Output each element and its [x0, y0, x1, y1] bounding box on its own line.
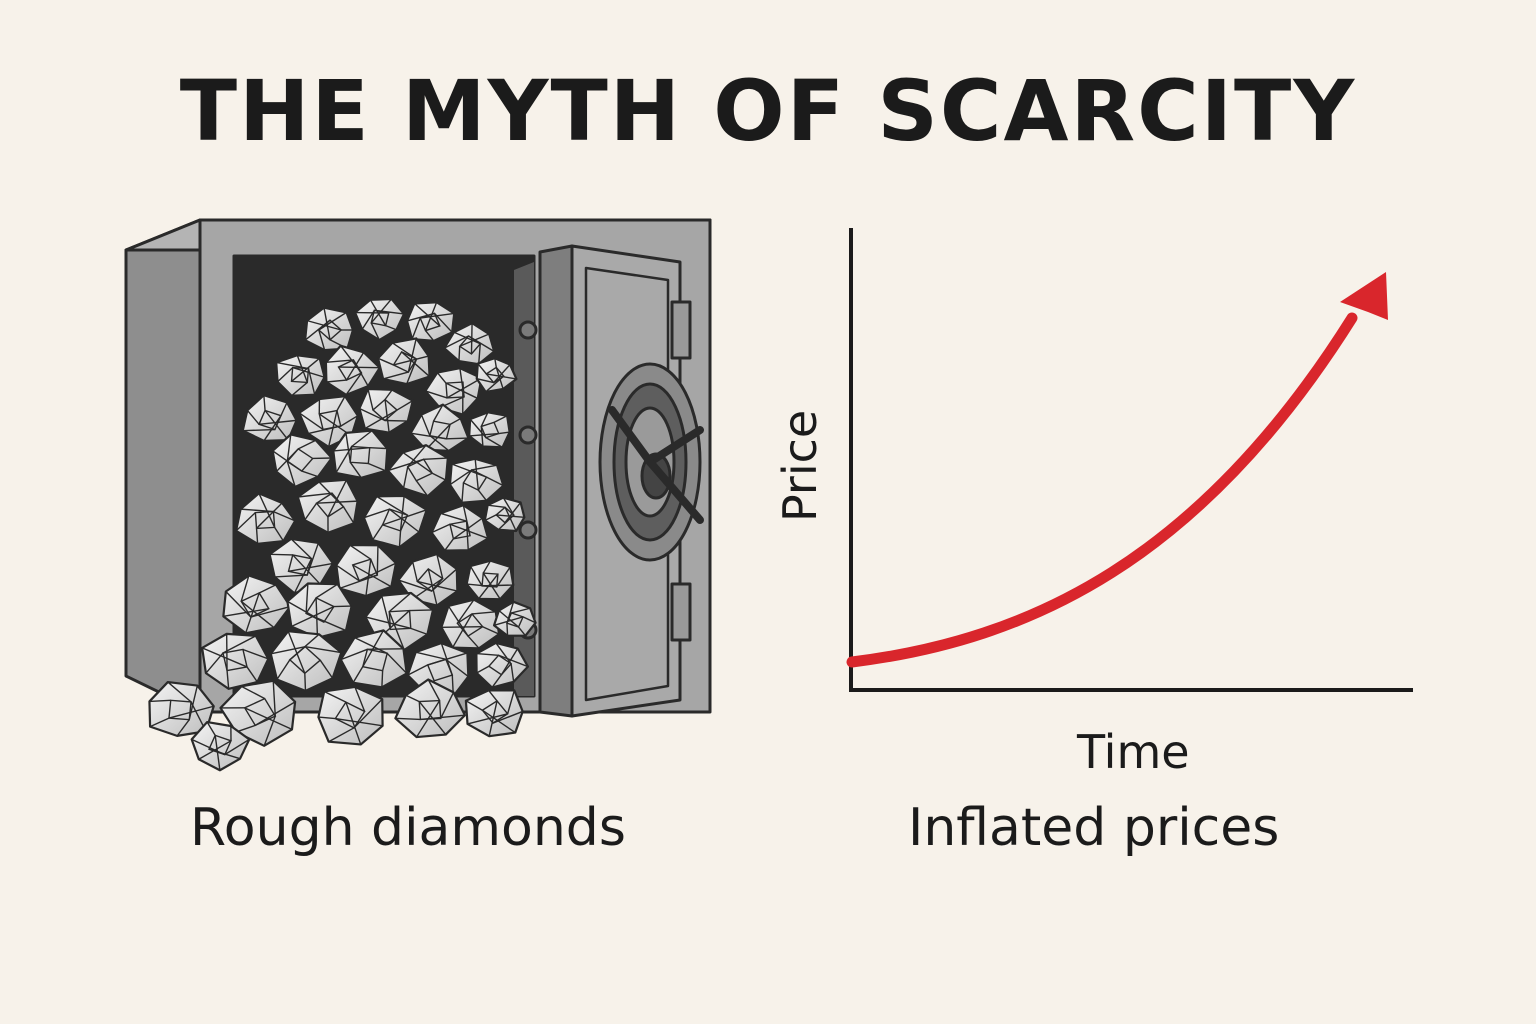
rough-diamond [397, 553, 459, 607]
rough-diamond [271, 433, 333, 488]
dial-icon [598, 362, 704, 562]
rough-diamond [234, 492, 297, 545]
rough-diamond [430, 504, 490, 552]
y-axis-label: Price [773, 410, 827, 522]
rough-diamond [468, 411, 511, 449]
rough-diamond [190, 720, 251, 772]
rough-diamond [296, 478, 359, 534]
rough-diamond [332, 429, 389, 479]
rough-diamond [268, 537, 335, 595]
rough-diamond [353, 297, 406, 342]
x-axis-label: Time [1076, 725, 1190, 779]
rough-diamond [222, 574, 292, 635]
rough-diamond [335, 543, 398, 598]
inflated-prices-caption: Inflated prices [908, 798, 1280, 858]
rough-diamond [219, 679, 297, 747]
rough-diamond [386, 444, 449, 498]
rough-diamond [394, 678, 466, 739]
rough-diamond [492, 600, 537, 637]
rough-diamond [409, 403, 470, 452]
rough-diamond [148, 680, 215, 737]
rough-diamond [339, 629, 408, 689]
rough-diamond [448, 457, 505, 504]
trend-arrow-icon [1340, 272, 1388, 320]
rough-diamond [317, 685, 384, 746]
rough-diamond [464, 689, 524, 738]
rough-diamond [443, 322, 496, 366]
rough-diamond [475, 357, 518, 394]
chart: Price Time [773, 228, 1413, 779]
rough-diamond [376, 337, 431, 386]
rough-diamond [324, 344, 381, 396]
rough-diamond [405, 301, 456, 342]
rough-diamond [362, 494, 428, 549]
rough-diamond [269, 630, 343, 692]
trend-line [846, 312, 1358, 668]
rough-diamond [275, 354, 326, 397]
rough-diamond [475, 641, 530, 689]
rough-diamond [465, 559, 515, 601]
rough-diamonds-caption: Rough diamonds [190, 798, 626, 858]
rough-diamond [440, 598, 501, 650]
page-title: THE MYTH OF SCARCITY [179, 62, 1357, 160]
rough-diamond [483, 496, 526, 533]
rough-diamond [201, 632, 270, 690]
rough-diamond [358, 387, 414, 434]
diamond-pile-icon [148, 297, 537, 772]
rough-diamond [286, 582, 353, 639]
